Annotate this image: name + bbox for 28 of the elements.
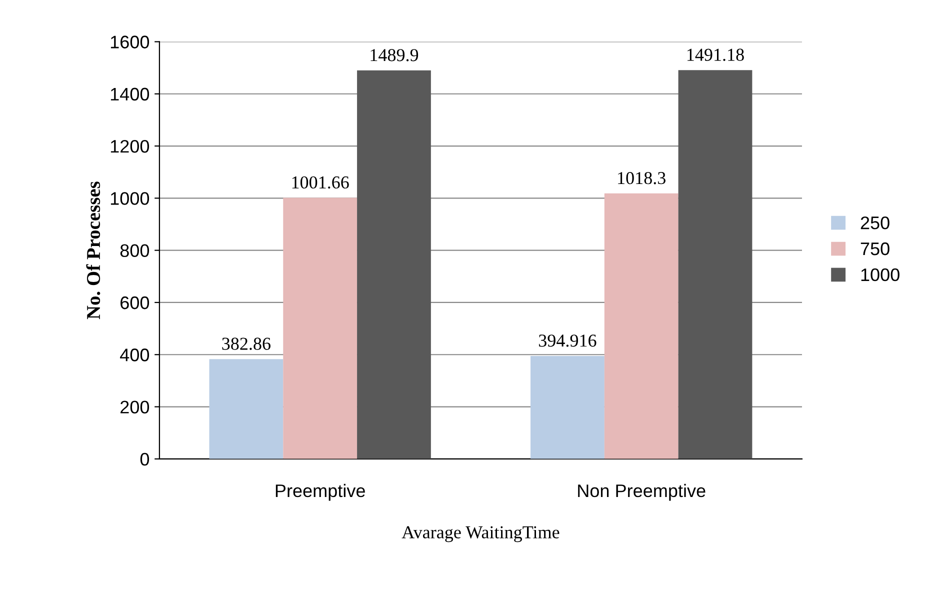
- y-tick-label: 0: [140, 452, 150, 466]
- bar: [530, 356, 604, 459]
- bar: [283, 198, 358, 459]
- y-tick-label: 1200: [110, 140, 150, 153]
- bar: [209, 359, 284, 459]
- y-tick-label: 200: [120, 400, 150, 414]
- y-tick-label: 1400: [110, 88, 150, 101]
- data-label: 1491.18: [687, 48, 744, 61]
- data-label: 1018.3: [618, 172, 666, 184]
- x-tick-label: Preemptive: [276, 484, 365, 501]
- bar: [604, 193, 678, 459]
- x-tick-label: Non Preemptive: [578, 484, 706, 501]
- data-label: 1001.66: [292, 176, 349, 189]
- y-axis-title: No. Of Processes: [86, 182, 100, 320]
- legend-label: 1000: [861, 268, 900, 282]
- legend-label: 250: [860, 216, 890, 230]
- y-tick-label: 1000: [110, 192, 150, 205]
- bar: [678, 70, 752, 459]
- x-axis-title: Avarage WaitingTime: [402, 526, 560, 542]
- y-tick-label: 800: [120, 244, 150, 258]
- y-tick-label: 1600: [110, 36, 150, 48]
- y-tick-label: 400: [120, 348, 150, 362]
- legend-label: 750: [860, 242, 890, 256]
- bar: [357, 70, 431, 459]
- data-label: 394.916: [538, 334, 596, 347]
- data-label: 1489.9: [370, 49, 418, 62]
- y-tick-label: 600: [120, 296, 150, 310]
- data-label: 382.86: [222, 338, 270, 350]
